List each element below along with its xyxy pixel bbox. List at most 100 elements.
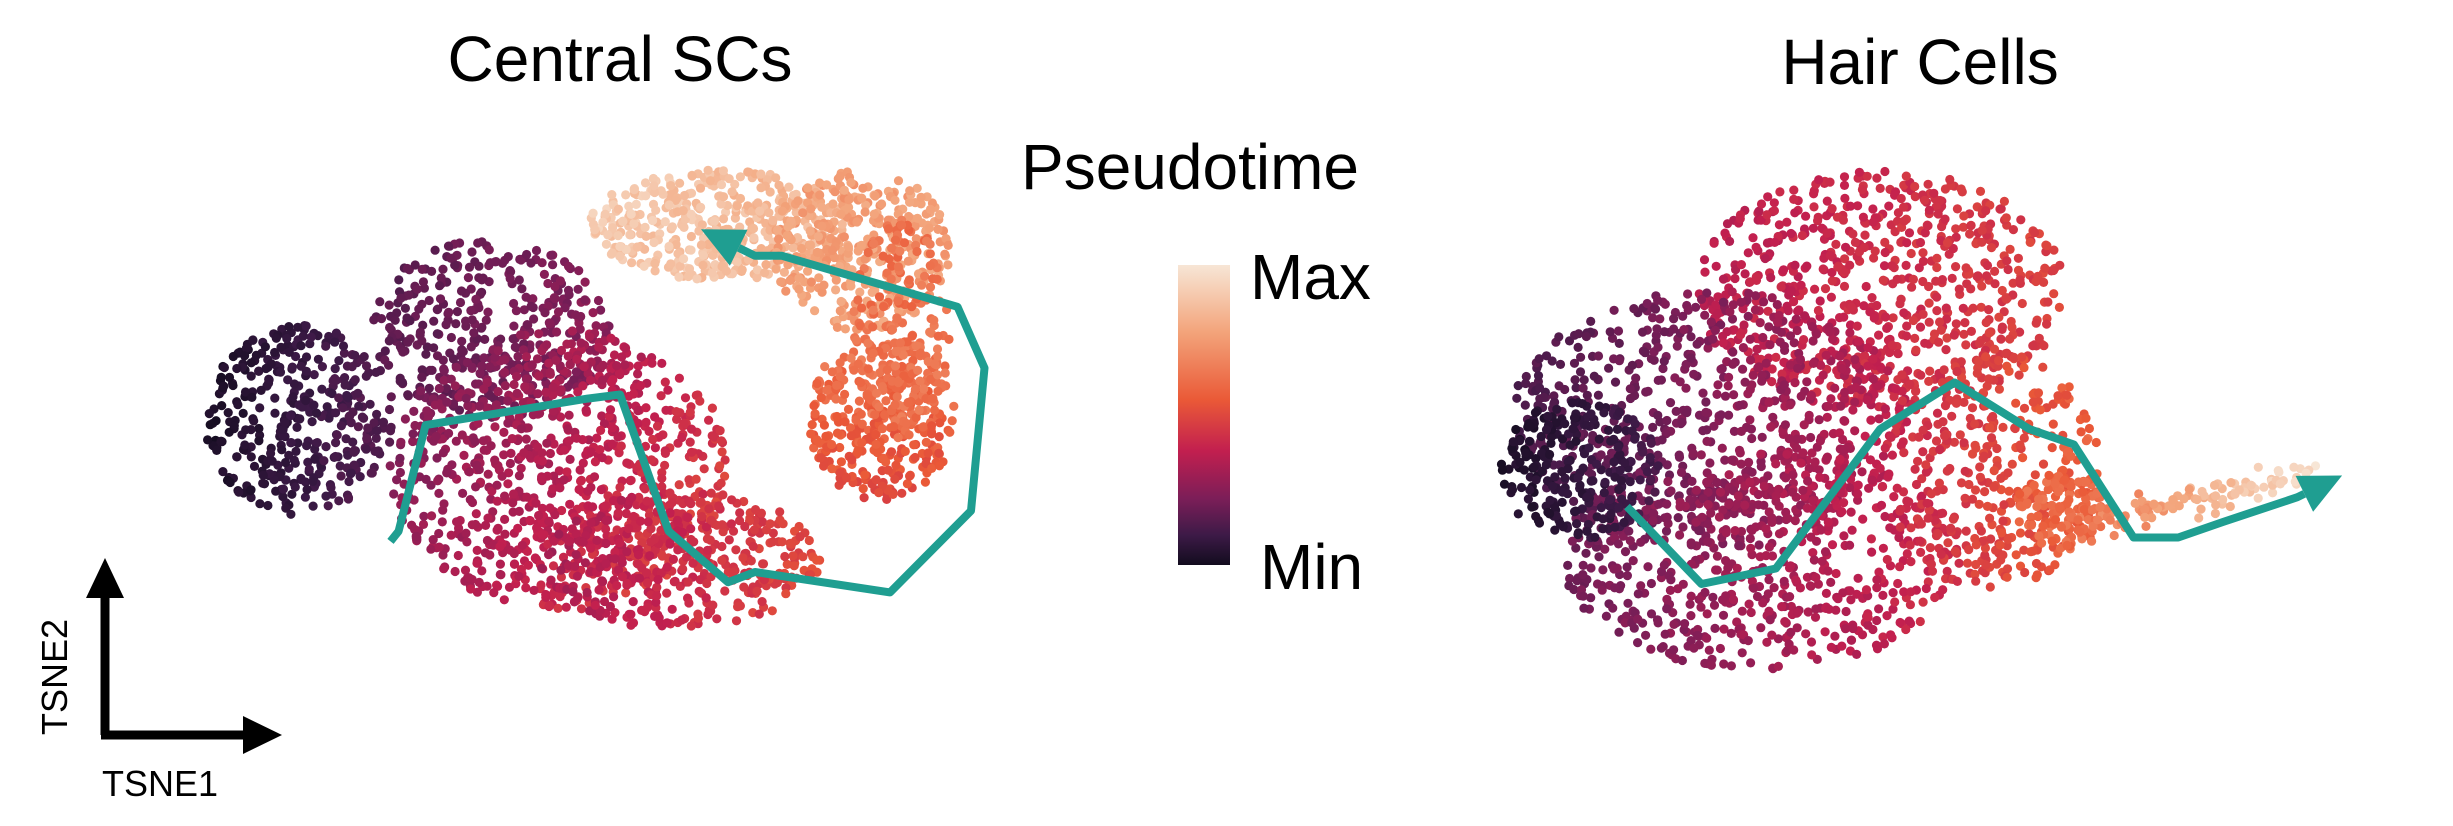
cell-point-hair-cells: [1994, 312, 2004, 322]
cell-point-central-scs: [219, 381, 229, 391]
cell-point-central-scs: [903, 397, 913, 408]
cell-point-central-scs: [553, 603, 563, 614]
cell-point-central-scs: [930, 359, 940, 369]
cell-point-central-scs: [317, 384, 327, 394]
cell-point-central-scs: [767, 606, 777, 616]
cell-point-central-scs: [926, 421, 937, 431]
cell-point-central-scs: [287, 489, 297, 499]
cell-point-central-scs: [361, 371, 371, 381]
cell-point-hair-cells: [1920, 338, 1930, 348]
cell-point-hair-cells: [1966, 284, 1976, 294]
cell-point-central-scs: [626, 609, 636, 620]
cell-point-central-scs: [246, 485, 256, 495]
cell-point-central-scs: [474, 261, 484, 271]
cell-point-hair-cells: [1657, 435, 1667, 445]
cell-point-central-scs: [905, 471, 915, 481]
cell-point-central-scs: [434, 488, 444, 498]
cell-point-central-scs: [353, 388, 363, 398]
cell-point-hair-cells: [1759, 297, 1769, 307]
cell-point-central-scs: [816, 453, 826, 463]
cell-point-central-scs: [891, 460, 901, 470]
cell-point-central-scs: [448, 354, 458, 364]
cell-point-central-scs: [435, 281, 445, 291]
cell-point-hair-cells: [1627, 360, 1637, 370]
cell-point-central-scs: [633, 361, 643, 371]
cell-point-central-scs: [686, 245, 696, 255]
cell-point-central-scs: [527, 360, 537, 370]
cell-point-central-scs: [544, 600, 555, 611]
cell-point-central-scs: [627, 258, 637, 268]
cell-point-hair-cells: [1792, 325, 1802, 336]
cell-point-central-scs: [840, 417, 850, 427]
cell-point-hair-cells: [1569, 496, 1579, 506]
cell-point-hair-cells: [1892, 274, 1902, 284]
cell-point-central-scs: [385, 437, 395, 447]
cell-point-central-scs: [904, 430, 914, 440]
cell-point-central-scs: [512, 388, 522, 398]
cell-point-hair-cells: [1966, 221, 1976, 231]
cell-point-central-scs: [758, 559, 768, 569]
cell-point-central-scs: [562, 467, 572, 477]
cell-point-central-scs: [756, 183, 766, 193]
cell-point-hair-cells: [1868, 217, 1878, 227]
cell-point-central-scs: [712, 614, 722, 624]
cell-point-central-scs: [663, 385, 673, 395]
cell-point-central-scs: [349, 460, 359, 470]
cell-point-central-scs: [376, 314, 387, 324]
cell-point-hair-cells: [1880, 166, 1890, 177]
cell-point-central-scs: [310, 454, 320, 464]
cell-point-central-scs: [302, 441, 312, 451]
cell-point-hair-cells: [1836, 401, 1846, 411]
cell-point-hair-cells: [2040, 263, 2050, 273]
cell-point-central-scs: [579, 362, 589, 372]
cell-point-central-scs: [886, 274, 896, 284]
cell-point-central-scs: [409, 406, 419, 416]
cell-point-hair-cells: [1736, 426, 1746, 436]
cell-point-hair-cells: [1629, 304, 1639, 314]
cell-point-central-scs: [513, 351, 523, 362]
cell-point-hair-cells: [1949, 330, 1959, 340]
cell-point-hair-cells: [1534, 383, 1545, 393]
cell-point-central-scs: [667, 498, 677, 508]
cell-point-central-scs: [817, 202, 827, 212]
cell-point-central-scs: [841, 473, 852, 483]
cell-point-central-scs: [695, 183, 706, 193]
cell-point-central-scs: [371, 367, 381, 377]
cell-point-central-scs: [798, 208, 808, 218]
cell-point-central-scs: [238, 408, 248, 418]
cell-point-central-scs: [464, 573, 474, 583]
cell-point-central-scs: [505, 274, 515, 284]
cell-point-central-scs: [843, 242, 854, 252]
cell-point-hair-cells: [1868, 374, 1879, 384]
cell-point-hair-cells: [1825, 177, 1835, 187]
cell-point-central-scs: [424, 295, 434, 306]
cell-point-central-scs: [497, 471, 507, 481]
cell-point-hair-cells: [1959, 329, 1969, 339]
cell-point-central-scs: [404, 290, 414, 300]
cell-point-hair-cells: [1748, 233, 1758, 243]
cell-point-central-scs: [332, 430, 342, 440]
cell-point-central-scs: [403, 390, 413, 400]
cell-point-central-scs: [535, 408, 545, 418]
cell-point-central-scs: [575, 324, 585, 334]
cell-point-central-scs: [531, 245, 542, 256]
cell-point-hair-cells: [1653, 295, 1663, 305]
cell-point-central-scs: [301, 395, 311, 406]
cell-point-central-scs: [684, 475, 694, 485]
cell-point-central-scs: [615, 482, 625, 492]
cell-point-hair-cells: [1942, 238, 1953, 248]
cell-point-central-scs: [748, 541, 758, 552]
cell-point-central-scs: [555, 412, 566, 422]
cell-point-central-scs: [874, 292, 885, 302]
cell-point-central-scs: [788, 243, 798, 253]
cell-point-central-scs: [300, 492, 310, 502]
cell-point-central-scs: [683, 577, 693, 587]
cell-point-hair-cells: [1901, 171, 1911, 181]
cell-point-hair-cells: [1984, 305, 1994, 315]
cell-point-hair-cells: [1676, 467, 1687, 477]
cell-point-central-scs: [493, 523, 503, 533]
cell-point-central-scs: [639, 261, 649, 271]
cell-point-central-scs: [426, 544, 436, 554]
cell-point-hair-cells: [1958, 303, 1968, 313]
cell-point-central-scs: [874, 402, 884, 412]
